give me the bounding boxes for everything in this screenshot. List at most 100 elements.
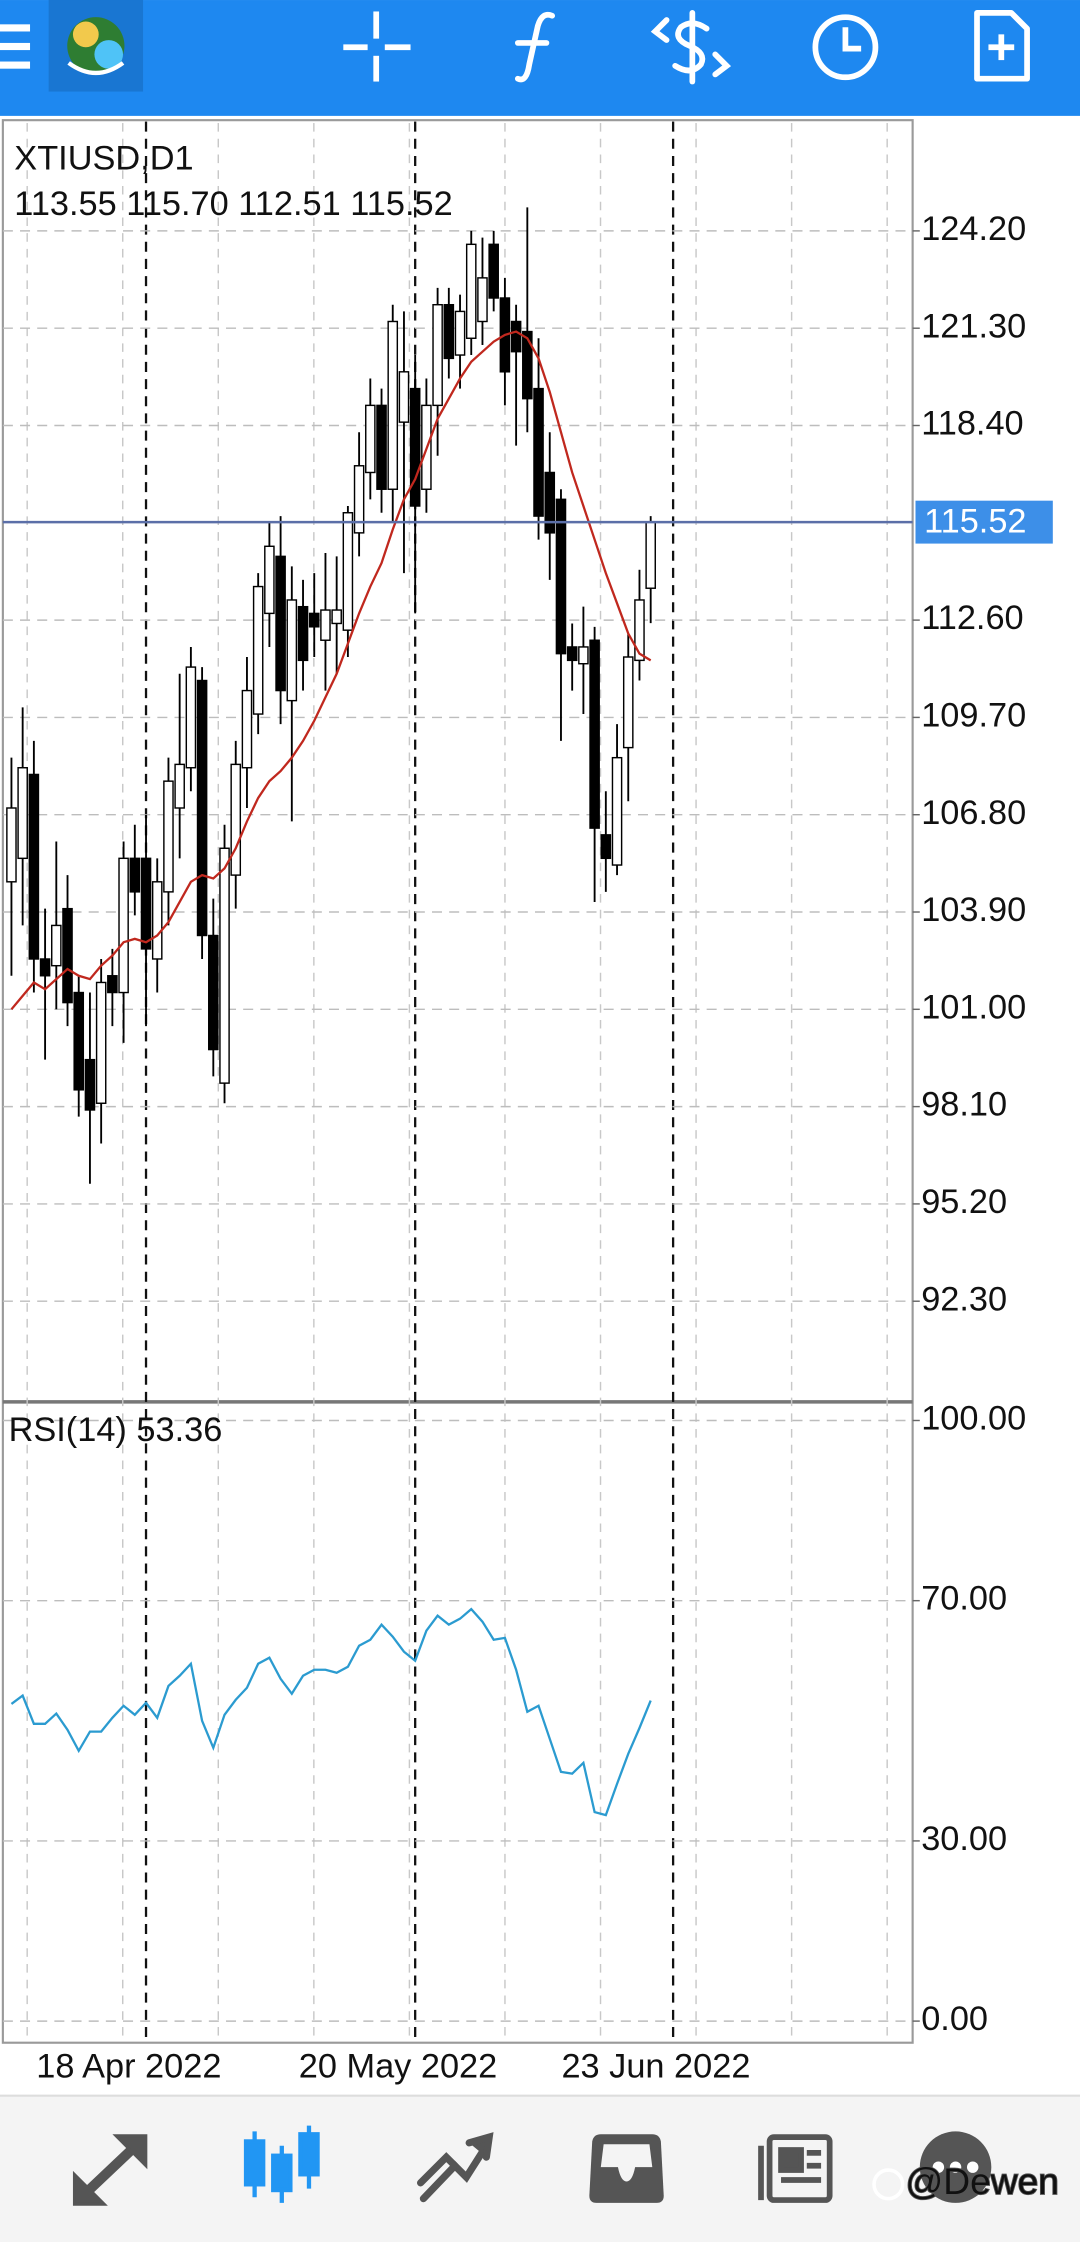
current-price-box [915, 500, 1053, 544]
candle-body [376, 404, 387, 490]
y-tick-label: 95.20 [921, 1183, 1007, 1221]
candle-body [219, 847, 230, 1084]
trade-button[interactable] [650, 10, 732, 85]
candle-body [589, 639, 600, 829]
indicator-title: RSI(14) 53.36 [9, 1411, 223, 1449]
y-tick-label: 98.10 [921, 1086, 1007, 1124]
candle-body [151, 881, 163, 960]
candle-body [353, 465, 365, 534]
candle-body [454, 310, 466, 356]
trade-tab[interactable] [416, 2132, 494, 2203]
y-tick-label: 0.00 [921, 2000, 988, 2038]
candle-body [185, 666, 197, 769]
plot-layer: 18 Apr 2022 20 May 2022 23 Jun 2022 92.30 95… [2, 121, 1053, 2086]
candle-body [252, 585, 264, 715]
app-logo[interactable] [48, 0, 144, 92]
y-tick-label: 70.00 [921, 1580, 1007, 1618]
new-order-button[interactable] [974, 10, 1030, 82]
candle-body [84, 1058, 96, 1111]
y-tick-label: 30.00 [921, 1820, 1007, 1858]
chart-title: XTIUSD,D1 [14, 139, 193, 177]
candle-body [645, 521, 656, 589]
candle-body [398, 371, 410, 423]
y-tick-label: 121.30 [921, 307, 1026, 345]
bottom-nav [0, 2095, 1080, 2242]
candle-body [208, 934, 219, 1051]
y-tick-label: 92.30 [921, 1280, 1007, 1318]
candle-body [51, 924, 62, 967]
menu-button[interactable] [0, 24, 31, 69]
candle-body [510, 320, 522, 353]
candle-body [73, 991, 85, 1091]
candle-body [611, 756, 623, 866]
vertical-grid [26, 123, 888, 2040]
candle-body [600, 834, 612, 860]
candle-body [477, 277, 488, 323]
y-tick-label: 100.00 [921, 1400, 1026, 1438]
indicator-line [10, 1607, 652, 1817]
candle-body [365, 404, 376, 474]
watermark: @Dewen [905, 2160, 1059, 2202]
candle-body [465, 243, 477, 339]
candle-body [163, 780, 174, 893]
candle-body [275, 555, 286, 692]
candle-body [62, 907, 73, 1004]
candle-body [140, 857, 152, 950]
candle-body [196, 679, 208, 937]
candle-body [342, 512, 354, 631]
candle-body [95, 981, 107, 1104]
candle-body [286, 599, 298, 702]
chart-frame [1, 119, 914, 2044]
y-tick-label: 118.40 [921, 405, 1023, 443]
candle-body [522, 330, 533, 400]
x-tick-label: 23 Jun 2022 [561, 2048, 750, 2086]
moving-average-line [10, 330, 652, 1011]
y-tick-label: 124.20 [921, 210, 1026, 248]
x-tick-label: 18 Apr 2022 [36, 2048, 221, 2086]
candle-body [544, 471, 556, 534]
candle-body [331, 609, 342, 625]
candle-body [488, 243, 499, 299]
candle-body [107, 975, 118, 994]
indicators-button[interactable] [514, 11, 556, 83]
candle-body [297, 605, 309, 662]
chart-subtitle: 113.55 115.70 112.51 115.52 [14, 185, 452, 223]
news-tab[interactable] [758, 2134, 833, 2203]
candle-body [174, 763, 185, 809]
y-tick-label: 101.00 [921, 988, 1026, 1026]
quotes-tab[interactable] [72, 2134, 148, 2206]
candle-body [555, 498, 567, 655]
candle-body [409, 387, 421, 507]
candle-body [387, 320, 399, 490]
crosshair-button[interactable] [343, 11, 411, 82]
candle-body [129, 857, 141, 893]
history-tab[interactable] [589, 2134, 664, 2203]
candle-body [230, 763, 242, 876]
candle-body [28, 773, 40, 960]
candle-body [39, 958, 51, 977]
candle-body [622, 656, 634, 749]
candle-body [308, 612, 320, 628]
more-tab[interactable] [919, 2131, 992, 2203]
candle-body [566, 646, 578, 662]
candle-body [443, 303, 455, 360]
candle-body [241, 689, 253, 769]
y-tick-label: 112.60 [921, 599, 1023, 637]
candle-body [264, 545, 275, 615]
candle-body [533, 387, 544, 517]
watermark-icon [872, 2168, 905, 2201]
candle-body [634, 599, 645, 662]
current-price-label: 115.52 [924, 503, 1026, 541]
candle-body [320, 609, 331, 641]
candle-body [118, 857, 129, 994]
candle-body [578, 646, 589, 665]
y-tick-label: 103.90 [921, 891, 1026, 929]
chart-tab[interactable] [243, 2125, 320, 2203]
history-button[interactable] [812, 14, 879, 81]
x-tick-label: 20 May 2022 [299, 2048, 497, 2086]
candle-body [17, 767, 28, 860]
candle-body [6, 807, 17, 883]
y-tick-label: 109.70 [921, 696, 1026, 734]
